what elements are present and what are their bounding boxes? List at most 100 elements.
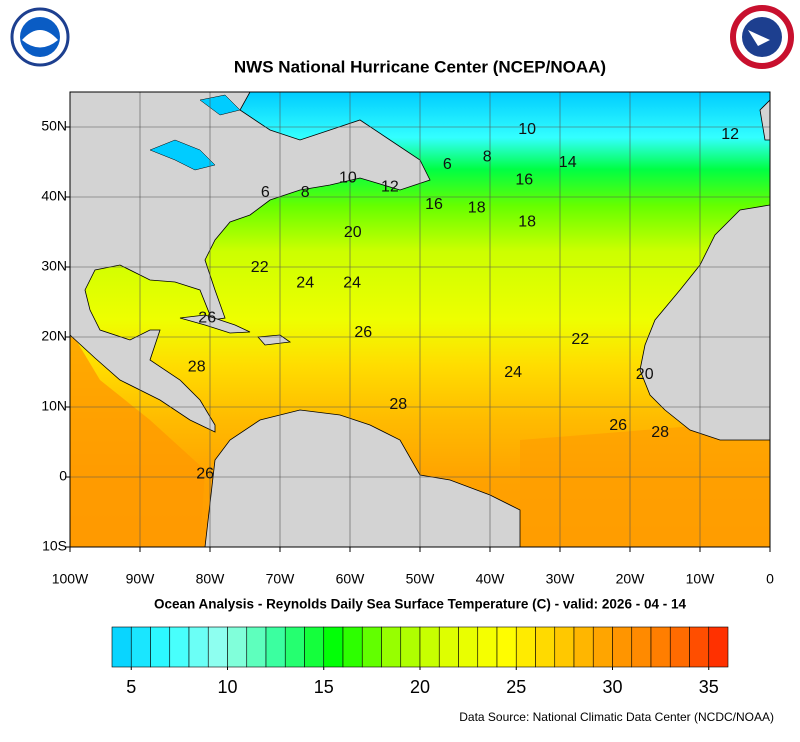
y-tick-label: 0: [59, 468, 67, 484]
africa: [639, 204, 770, 441]
x-tick-label: 90W: [126, 571, 156, 587]
contour-label: 26: [354, 324, 372, 341]
source: Data Source: National Climatic Data Cent…: [459, 710, 774, 724]
colorbar-label: 35: [699, 677, 719, 697]
colorbar-swatch: [689, 626, 710, 668]
colorbar-swatch: [592, 626, 613, 668]
colorbar-label: 25: [506, 677, 526, 697]
south-america: [204, 409, 521, 547]
pacific-warm: [70, 330, 205, 547]
contour-label: 28: [188, 358, 206, 375]
north-america: [70, 92, 431, 433]
contour-label: 12: [381, 178, 399, 195]
colorbar-swatch: [361, 626, 382, 668]
contour-label: 26: [609, 417, 627, 434]
colorbar-swatch: [496, 626, 517, 668]
colorbar-swatch: [246, 626, 267, 668]
colorbar-label: 10: [217, 677, 237, 697]
colorbar-label: 15: [314, 677, 334, 697]
x-tick-label: 100W: [52, 571, 89, 587]
colorbar-swatch: [708, 626, 729, 668]
contour-label: 28: [389, 396, 407, 413]
contour-label: 16: [425, 196, 443, 213]
colorbar-swatch: [188, 626, 209, 668]
contour-label: 28: [651, 424, 669, 441]
x-tick-label: 80W: [196, 571, 226, 587]
noaa-logo: [10, 7, 70, 67]
colorbar-swatch: [477, 626, 498, 668]
warm-pool: [520, 420, 770, 547]
x-tick-label: 60W: [336, 571, 366, 587]
colorbar-swatch: [438, 626, 459, 668]
contour-label: 18: [518, 213, 536, 230]
contour-label: 8: [301, 184, 310, 201]
title: NWS National Hurricane Center (NCEP/NOAA…: [234, 57, 606, 76]
y-tick-label: 30N: [41, 258, 67, 274]
contour-label: 12: [721, 126, 739, 143]
colorbar-swatch: [227, 626, 248, 668]
contour-label: 18: [468, 199, 486, 216]
contour-label: 20: [636, 366, 654, 383]
x-tick-label: 40W: [476, 571, 506, 587]
cuba: [179, 314, 251, 334]
contour-label: 24: [296, 274, 314, 291]
colorbar-swatch: [535, 626, 556, 668]
contour-label: 6: [443, 156, 452, 173]
contour-label: 24: [343, 274, 361, 291]
x-tick-label: 30W: [546, 571, 576, 587]
overlay: 10 12 8 6 14 16 6 8 10 12 16 18 18 20 22 24 24 26 26 22 28 24…: [70, 92, 770, 547]
hispaniola: [257, 334, 292, 346]
contour-label: 26: [198, 309, 216, 326]
x-tick-label: 0: [766, 571, 774, 587]
y-tick-label: 10S: [42, 538, 67, 554]
colorbar-swatch: [669, 626, 690, 668]
x-tick-label: 10W: [686, 571, 716, 587]
contour-label: 16: [515, 171, 533, 188]
colorbar-label: 30: [602, 677, 622, 697]
map: 10 12 8 6 14 16 6 8 10 12 16 18 18 20 22 24 24 26 26 22 28 24…: [70, 92, 770, 547]
colorbar-swatch: [130, 626, 151, 668]
contour-label: 22: [571, 331, 589, 348]
colorbar-swatch: [419, 626, 440, 668]
y-tick-label: 40N: [41, 188, 67, 204]
contour-label: 10: [339, 169, 357, 186]
colorbar-swatch: [207, 626, 228, 668]
contour-label: 22: [251, 259, 269, 276]
colorbar-swatch: [612, 626, 633, 668]
contour-label: 26: [196, 465, 214, 482]
colorbar-swatch: [381, 626, 402, 668]
colorbar-swatch: [265, 626, 286, 668]
y-tick-label: 10N: [41, 398, 67, 414]
colorbar-label: 20: [410, 677, 430, 697]
x-tick-label: 20W: [616, 571, 646, 587]
contour-label: 10: [518, 121, 536, 138]
colorbar-swatch: [304, 626, 325, 668]
contour-label: 24: [504, 364, 522, 381]
colorbar-swatch: [458, 626, 479, 668]
colorbar-label: 5: [126, 677, 136, 697]
colorbar-swatch: [342, 626, 363, 668]
colorbar-swatch: [650, 626, 671, 668]
colorbar-swatch: [323, 626, 344, 668]
nws-logo: [730, 5, 794, 69]
great-lakes: [149, 94, 241, 171]
y-tick-label: 20N: [41, 328, 67, 344]
colorbar-swatch: [111, 626, 132, 668]
colorbar-swatch: [400, 626, 421, 668]
x-tick-label: 70W: [266, 571, 296, 587]
colorbar-swatch: [150, 626, 171, 668]
colorbar-swatch: [515, 626, 536, 668]
colorbar-swatch: [169, 626, 190, 668]
x-tick-label: 50W: [406, 571, 436, 587]
colorbar-swatch: [631, 626, 652, 668]
colorbar-swatch: [573, 626, 594, 668]
colorbar-swatch: [284, 626, 305, 668]
contour-label: 8: [483, 148, 492, 165]
contour-label: 14: [559, 154, 577, 171]
y-tick-label: 50N: [41, 118, 67, 134]
europe: [759, 99, 770, 141]
colorbar-swatch: [554, 626, 575, 668]
subtitle: Ocean Analysis - Reynolds Daily Sea Surf…: [154, 597, 686, 612]
